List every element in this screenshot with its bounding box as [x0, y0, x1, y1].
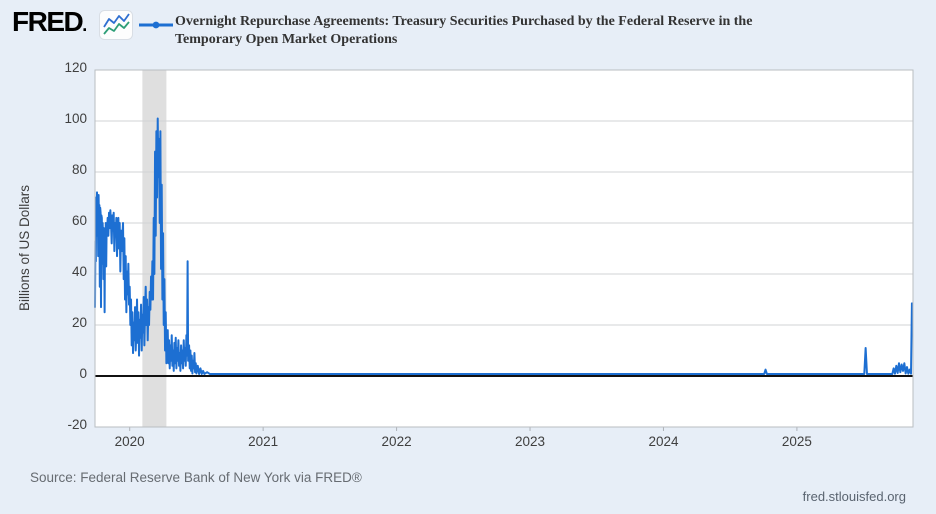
source-text: Source: Federal Reserve Bank of New York…	[30, 470, 362, 485]
sparkline-icon	[99, 10, 133, 45]
y-tick-label: -20	[67, 417, 87, 432]
x-tick-label: 2024	[648, 434, 679, 449]
plot-border	[94, 69, 914, 428]
y-tick-label: 0	[79, 366, 87, 381]
fred-logo[interactable]: FRED.	[12, 6, 87, 38]
y-tick-label: 40	[72, 264, 87, 279]
x-tick-label: 2020	[115, 434, 145, 449]
fred-logo-text: FRED	[12, 6, 84, 37]
chart-header: FRED. Overnight Repurchase Agreements: T…	[0, 0, 936, 58]
x-tick-label: 2021	[248, 434, 278, 449]
legend-line-marker	[138, 18, 174, 36]
x-tick-label: 2023	[515, 434, 545, 449]
chart-title: Overnight Repurchase Agreements: Treasur…	[175, 13, 752, 49]
data-line	[94, 117, 913, 375]
y-tick-label: 80	[72, 162, 87, 177]
y-tick-label: 20	[72, 315, 87, 330]
site-link[interactable]: fred.stlouisfed.org	[802, 489, 906, 504]
chart-title-line1: Overnight Repurchase Agreements: Treasur…	[175, 14, 753, 29]
x-tick-label: 2025	[782, 434, 812, 449]
fred-logo-dot: .	[82, 15, 87, 35]
x-tick-label: 2022	[382, 434, 412, 449]
y-tick-label: 60	[72, 213, 87, 228]
chart-title-line2: Temporary Open Market Operations	[175, 32, 398, 47]
y-tick-label: 100	[64, 111, 87, 126]
plot-background	[95, 70, 913, 427]
y-tick-label: 120	[64, 60, 87, 75]
